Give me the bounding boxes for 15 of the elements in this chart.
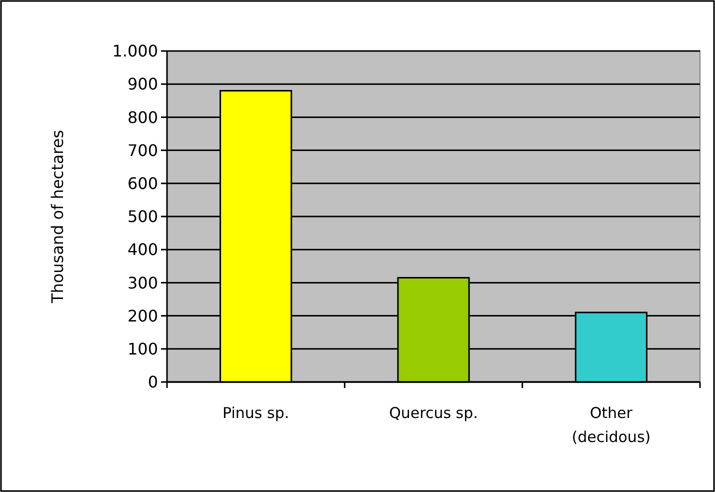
y-tick-label: 1.000 bbox=[112, 42, 158, 61]
y-tick-label: 400 bbox=[127, 240, 158, 260]
y-tick-label: 100 bbox=[127, 340, 158, 358]
y-tick-label: 300 bbox=[127, 273, 158, 292]
y-tick-label: 200 bbox=[127, 306, 158, 326]
y-tick-label: 0 bbox=[148, 372, 158, 392]
x-tick-label: Quercus sp. bbox=[389, 404, 478, 422]
y-tick-label: 600 bbox=[127, 174, 158, 193]
y-tick-label: 500 bbox=[127, 207, 158, 226]
x-tick-label: Other (decidous) bbox=[572, 404, 651, 446]
y-tick-label: 800 bbox=[127, 108, 158, 127]
y-axis-title: Thousand of hectares bbox=[48, 130, 67, 304]
y-tick-label: 900 bbox=[127, 74, 158, 94]
y-tick-label: 700 bbox=[127, 140, 158, 160]
x-tick-label: Pinus sp. bbox=[222, 404, 290, 422]
